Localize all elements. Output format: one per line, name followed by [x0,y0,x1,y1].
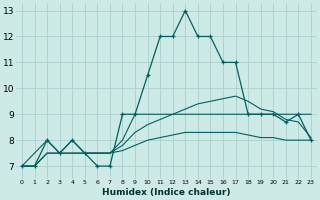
X-axis label: Humidex (Indice chaleur): Humidex (Indice chaleur) [102,188,231,197]
